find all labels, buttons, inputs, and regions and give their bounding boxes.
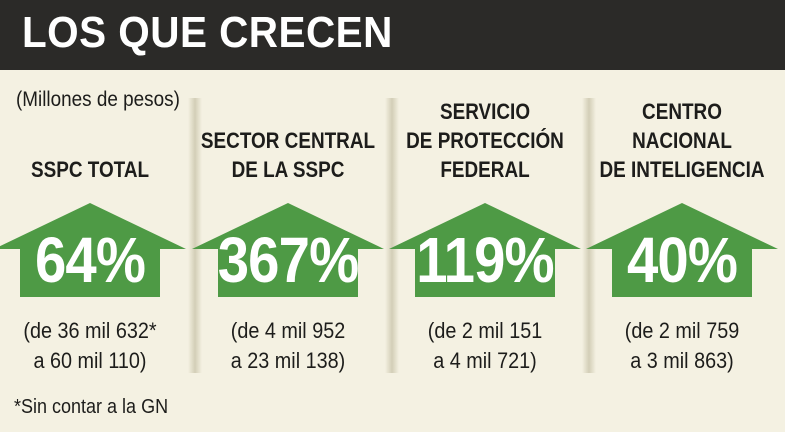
category-label-line: SECTOR CENTRAL [200,128,376,153]
category-label: SSPC TOTAL [1,155,180,184]
arrow-shape [0,203,186,297]
category-label-line: DE PROTECCIÓN [406,128,564,153]
category-label-line: DE LA SSPC [231,157,345,182]
growth-arrow: 367% [190,201,386,351]
arrow-shape [586,203,778,297]
growth-card: SECTOR CENTRAL DE LA SSPC 367% (de 4 mil 95… [190,96,386,386]
up-arrow-icon [192,203,384,297]
value-range-line: a 60 mil 110) [33,348,147,373]
growth-percentage: 367% [217,224,359,296]
growth-percentage: 40% [626,224,738,296]
value-range: (de 36 mil 632* a 60 mil 110) [0,316,187,376]
up-arrow-icon [586,203,778,297]
value-range-line: (de 2 mil 151 [427,318,543,343]
category-label: SERVICIO DE PROTECCIÓN FEDERAL [396,97,575,184]
growth-arrow: 119% [387,201,583,351]
value-range-line: (de 36 mil 632* [23,318,157,343]
value-range: (de 2 mil 151 a 4 mil 721) [388,316,582,376]
growth-percentage: 64% [34,224,146,296]
value-range: (de 2 mil 759 a 3 mil 863) [585,316,779,376]
category-label: SECTOR CENTRAL DE LA SSPC [199,126,378,184]
category-label-line: SERVICIO [439,99,531,124]
growth-percentage: 119% [416,224,554,296]
value-range-line: a 23 mil 138) [230,348,346,373]
up-arrow-icon [389,203,581,297]
value-range-line: a 3 mil 863) [630,348,734,373]
value-range-line: (de 4 mil 952 [230,318,346,343]
growth-card: CENTRO NACIONAL DE INTELIGENCIA 40% (de 2 mi… [584,96,780,386]
growth-card: SERVICIO DE PROTECCIÓN FEDERAL 119% (de 2 mi… [387,96,583,386]
up-arrow-icon [0,203,186,297]
category-label-line: DE INTELIGENCIA [599,157,765,182]
footnote: *Sin contar a la GN [14,396,169,418]
value-range-line: a 4 mil 721) [433,348,537,373]
column-divider [385,98,399,373]
growth-arrow: 64% [0,201,188,351]
arrow-shape [389,203,581,297]
category-label-line: SSPC TOTAL [30,157,150,182]
growth-card: SSPC TOTAL 64% (de 36 mil 632* a 60 mil 110… [0,96,188,386]
category-label-line: NACIONAL [632,128,732,153]
value-range: (de 4 mil 952 a 23 mil 138) [191,316,385,376]
growth-arrow: 40% [584,201,780,351]
column-divider [582,98,596,373]
column-divider [188,98,202,373]
header-bar: LOS QUE CRECEN [0,0,785,70]
arrow-shape [192,203,384,297]
value-range-line: (de 2 mil 759 [624,318,740,343]
category-label-line: FEDERAL [440,157,530,182]
page-title: LOS QUE CRECEN [22,8,393,57]
category-label: CENTRO NACIONAL DE INTELIGENCIA [593,97,772,184]
category-label-line: CENTRO [642,99,722,124]
unit-note: (Millones de pesos) [16,88,180,111]
